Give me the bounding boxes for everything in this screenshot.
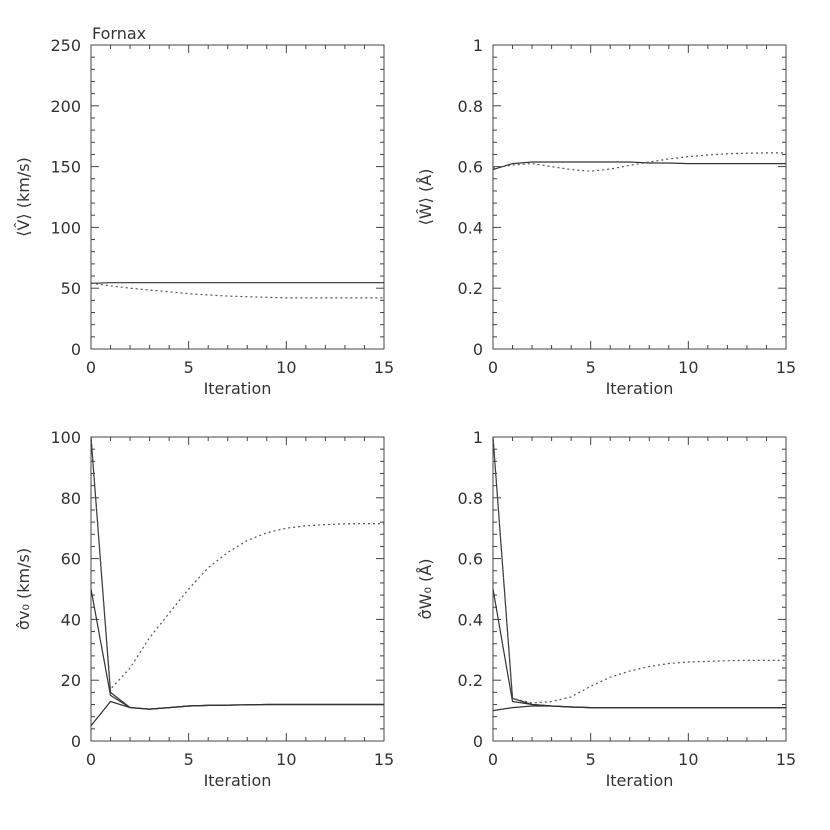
series-line-dotted-1 bbox=[90, 282, 384, 299]
x-tick-label: 15 bbox=[374, 358, 394, 377]
plot-frame-top-right bbox=[492, 44, 787, 350]
series-line-solid-1 bbox=[492, 588, 786, 709]
plot-frame-top-left bbox=[90, 44, 385, 350]
series-line-solid-1 bbox=[90, 588, 384, 710]
y-tick-label: 150 bbox=[50, 158, 81, 177]
x-tick-label: 0 bbox=[488, 358, 498, 377]
y-tick-label: 250 bbox=[50, 36, 81, 55]
y-tick-label: 80 bbox=[61, 489, 81, 508]
x-tick-label: 5 bbox=[586, 750, 596, 769]
y-tick-label: 0.4 bbox=[458, 218, 483, 237]
y-tick-label: 0.6 bbox=[458, 550, 483, 569]
y-tick-label: 0 bbox=[71, 340, 81, 359]
x-tick-label: 15 bbox=[776, 750, 796, 769]
panel-bottom-right: 0 5 10 15 0 0.2 0.4 0.6 0.8 1 Iteration σ̂W₀ (Å) bbox=[416, 428, 796, 790]
y-tick-label: 0.2 bbox=[458, 279, 483, 298]
y-tick-label: 40 bbox=[61, 610, 81, 629]
x-tick-label: 10 bbox=[276, 750, 296, 769]
series-line-solid-0 bbox=[90, 282, 384, 284]
y-tick-label: 0.2 bbox=[458, 671, 483, 690]
series-line-dotted-3 bbox=[90, 436, 384, 691]
y-axis-label: ⟨V̂⟩ (km/s) bbox=[14, 157, 33, 237]
y-tick-label: 100 bbox=[50, 428, 81, 447]
y-tick-label: 1 bbox=[473, 36, 483, 55]
x-tick-label: 15 bbox=[776, 358, 796, 377]
y-tick-label: 0.6 bbox=[458, 158, 483, 177]
x-axis-label: Iteration bbox=[204, 771, 272, 790]
series-line-solid-0 bbox=[492, 436, 786, 709]
x-axis-label: Iteration bbox=[606, 379, 674, 398]
y-axis-label: σ̂v₀ (km/s) bbox=[14, 548, 33, 630]
x-tick-label: 5 bbox=[184, 750, 194, 769]
panel-top-right: 0 5 10 15 0 0.2 0.4 0.6 0.8 1 Iteration ⟨Ŵ⟩ (Å) bbox=[416, 36, 796, 398]
series-line-solid-0 bbox=[90, 436, 384, 710]
panel-title: Fornax bbox=[92, 24, 146, 43]
series-line-dotted-1 bbox=[492, 152, 786, 172]
series-line-solid-0 bbox=[492, 161, 786, 171]
x-axis-label: Iteration bbox=[204, 379, 272, 398]
y-tick-label: 0 bbox=[473, 732, 483, 751]
y-tick-label: 0.8 bbox=[458, 489, 483, 508]
y-tick-label: 100 bbox=[50, 218, 81, 237]
series-line-solid-2 bbox=[492, 705, 786, 712]
series-line-solid-2 bbox=[90, 700, 384, 727]
y-tick-label: 60 bbox=[61, 550, 81, 569]
x-tick-label: 10 bbox=[678, 750, 698, 769]
x-tick-label: 5 bbox=[586, 358, 596, 377]
y-axis-label: σ̂W₀ (Å) bbox=[416, 559, 435, 620]
x-axis-label: Iteration bbox=[606, 771, 674, 790]
y-tick-label: 1 bbox=[473, 428, 483, 447]
x-tick-label: 15 bbox=[374, 750, 394, 769]
y-tick-label: 20 bbox=[61, 671, 81, 690]
x-tick-label: 0 bbox=[86, 358, 96, 377]
y-tick-label: 200 bbox=[50, 97, 81, 116]
panel-bottom-left: 0 5 10 15 0 20 40 60 80 100 Iteration σ̂v₀ (km/s) bbox=[14, 428, 394, 790]
y-tick-label: 0.8 bbox=[458, 97, 483, 116]
x-tick-label: 10 bbox=[276, 358, 296, 377]
y-tick-label: 50 bbox=[61, 279, 81, 298]
plot-frame-bottom-right bbox=[492, 436, 787, 742]
series-line-dotted-3 bbox=[492, 436, 786, 704]
x-tick-label: 10 bbox=[678, 358, 698, 377]
y-tick-label: 0.4 bbox=[458, 610, 483, 629]
x-tick-label: 0 bbox=[488, 750, 498, 769]
x-tick-label: 0 bbox=[86, 750, 96, 769]
plot-frame-bottom-left bbox=[90, 436, 385, 742]
y-tick-label: 0 bbox=[473, 340, 483, 359]
y-tick-label: 0 bbox=[71, 732, 81, 751]
x-tick-label: 5 bbox=[184, 358, 194, 377]
y-axis-label: ⟨Ŵ⟩ (Å) bbox=[416, 169, 435, 226]
